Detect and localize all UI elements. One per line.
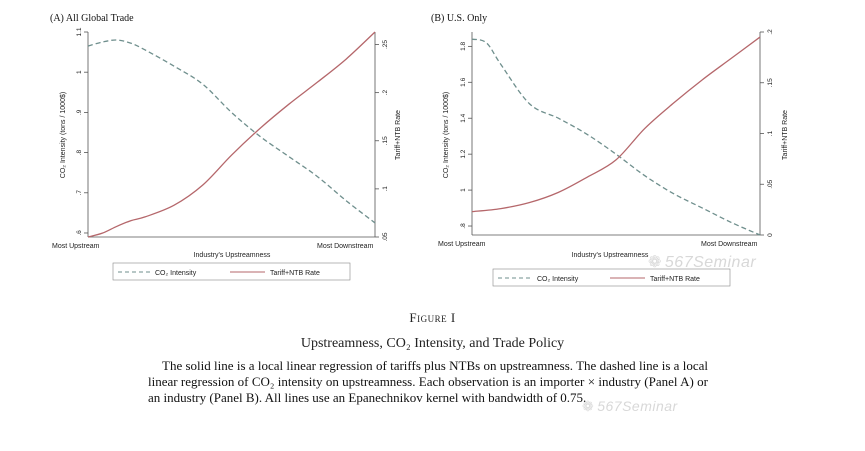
panel-a-xlabel: Industry's Upstreamness — [194, 252, 271, 259]
panel-a-tariff-ntb-line — [87, 31, 376, 238]
panel-b-ylabel-right: Tariff+NTB Rate — [782, 110, 789, 160]
panel-b-left-tick-label-1: 1 — [460, 188, 467, 192]
panel-b-legend-tariff-label: Tariff+NTB Rate — [650, 276, 700, 283]
panel-b-left-tick-label-5: 1.8 — [460, 41, 467, 50]
panel-a-title: (A) All Global Trade — [50, 13, 134, 24]
panel-b-frame-group — [471, 32, 761, 236]
panel-a-co2-intensity-line — [87, 39, 376, 224]
panel-a-legend-tariff-label: Tariff+NTB Rate — [270, 270, 320, 277]
panel-a-left-tick-label-4: 1 — [76, 70, 83, 74]
panel-b-left-tick-label-4: 1.6 — [460, 77, 467, 86]
figure-caption: The solid line is a local linear regress… — [148, 358, 708, 405]
panel-b-title: (B) U.S. Only — [431, 13, 488, 24]
figure-title: Upstreamness, CO₂ Intensity, and Trade P… — [300, 336, 565, 351]
panel-b-left-tick-label-3: 1.4 — [460, 113, 467, 122]
panel-b-right-tick-label-4: .2 — [767, 29, 774, 35]
panel-a-ylabel-right: Tariff+NTB Rate — [395, 110, 402, 160]
figure-label: Figure I — [409, 310, 456, 325]
panel-a-right-tick-label-2: .15 — [382, 136, 389, 145]
panel-a-right-tick-label-0: .05 — [382, 232, 389, 241]
panel-a-left-tick-label-0: .6 — [76, 230, 83, 236]
panel-b-legend: CO₂ Intensity Tariff+NTB Rate — [492, 268, 731, 287]
panel-b-x-tick-upstream: Most Upstream — [438, 241, 486, 248]
panel-a-left-tick-label-3: .9 — [76, 109, 83, 115]
watermark-top: ❁ 567Seminar — [648, 252, 756, 272]
panel-a-left-tick-label-2: .8 — [76, 149, 83, 155]
panel-a-right-tick-label-4: .25 — [382, 40, 389, 49]
panel-a-ylabel-left: CO₂ Intensity (tons / 1000$) — [60, 92, 67, 178]
panel-a-x-tick-downstream: Most Downstream — [317, 243, 374, 250]
panel-a-legend: CO₂ Intensity Tariff+NTB Rate — [112, 262, 351, 281]
panel-a-legend-co2-label: CO₂ Intensity — [155, 270, 197, 277]
panel-b-right-tick-label-3: .15 — [767, 78, 774, 87]
panel-a-chart: .6 .7 .8 .9 1 1.1 .05 .1 .15 .2 .25 Most Upstream… — [52, 27, 402, 281]
wechat-icon: ❁ — [648, 254, 662, 271]
panel-a-right-tick-label-1: .1 — [382, 186, 389, 192]
panel-b-ylabel-left: CO₂ Intensity (tons / 1000$) — [443, 92, 450, 178]
panel-b-x-tick-downstream: Most Downstream — [701, 241, 758, 248]
panel-b-left-tick-label-2: 1.2 — [460, 149, 467, 158]
panel-a-x-tick-upstream: Most Upstream — [52, 243, 100, 250]
panel-b-right-tick-label-1: .05 — [767, 179, 774, 188]
panel-b-right-tick-label-0: 0 — [767, 233, 774, 237]
watermark-bottom-text: 567Seminar — [597, 398, 678, 414]
wechat-icon-bottom: ❁ — [582, 398, 595, 414]
panel-b-xlabel: Industry's Upstreamness — [572, 252, 649, 259]
panel-b-co2-intensity-line — [471, 38, 761, 236]
panel-a-frame-group — [87, 32, 376, 238]
panel-a-right-tick-label-3: .2 — [382, 90, 389, 96]
watermark-bottom: ❁ 567Seminar — [582, 398, 678, 415]
panel-b-chart: .8 1 1.2 1.4 1.6 1.8 0 .05 .1 .15 .2 Most Upstrea… — [438, 29, 789, 287]
panel-b-right-tick-label-2: .1 — [767, 130, 774, 136]
watermark-top-text: 567Seminar — [664, 254, 757, 271]
panel-b-left-tick-label-0: .8 — [460, 223, 467, 229]
panel-a-left-tick-label-1: .7 — [76, 190, 83, 196]
panel-b-legend-co2-label: CO₂ Intensity — [537, 276, 579, 283]
panel-a-left-tick-label-5: 1.1 — [76, 27, 83, 36]
panel-b-tariff-ntb-line — [471, 36, 761, 213]
